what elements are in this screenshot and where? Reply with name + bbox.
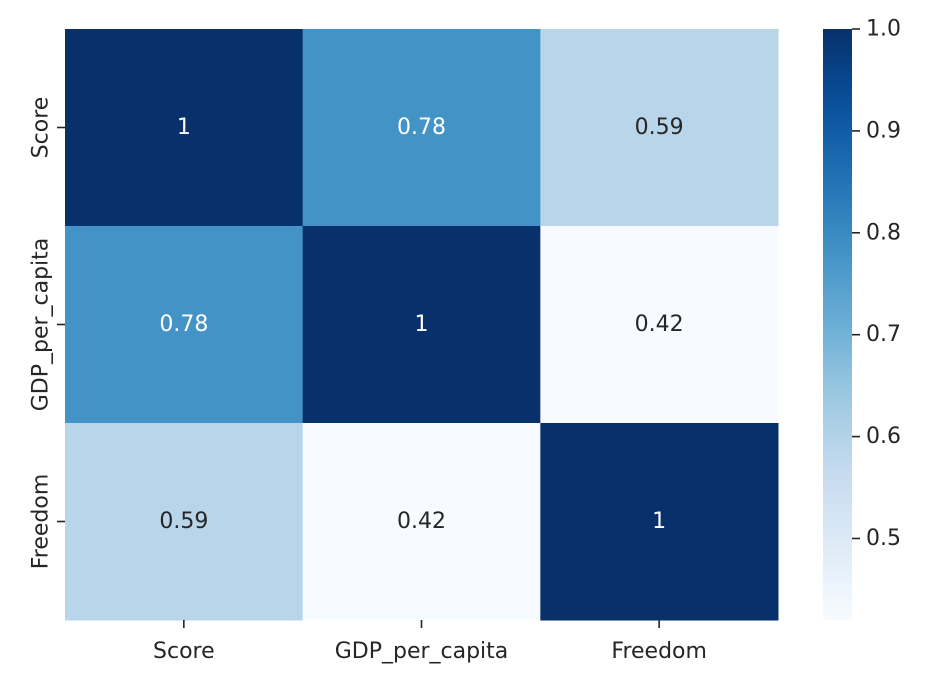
heatmap-cell-r1-c1 — [302, 226, 541, 424]
colorbar-gradient — [823, 29, 852, 620]
cell-annotation-r2-c1: 0.42 — [397, 509, 446, 534]
x-tick-label-0: Score — [153, 639, 215, 664]
heatmap-cells — [65, 29, 779, 621]
x-axis: Score GDP_per_capita Freedom — [153, 620, 707, 664]
colorbar-tick-label-2: 0.7 — [866, 322, 901, 347]
y-tick-label-2: Freedom — [29, 474, 54, 570]
cell-annotation-r1-c2: 0.42 — [635, 312, 684, 337]
heatmap-cell-r0-c0 — [65, 29, 304, 227]
heatmap-cell-r1-c2 — [540, 226, 779, 424]
cell-annotation-r1-c0: 0.78 — [159, 312, 208, 337]
cell-annotation-r0-c1: 0.78 — [397, 115, 446, 140]
y-axis: Score GDP_per_capita Freedom — [29, 97, 65, 570]
heatmap-cell-r0-c1 — [302, 29, 541, 227]
colorbar-tick-label-0: 0.5 — [866, 526, 901, 551]
y-tick-label-0: Score — [29, 97, 54, 159]
cell-annotation-r2-c2: 1 — [652, 509, 666, 534]
cell-annotation-r2-c0: 0.59 — [159, 509, 208, 534]
heatmap-cell-r1-c0 — [65, 226, 304, 424]
heatmap-cell-r0-c2 — [540, 29, 779, 227]
y-tick-label-1: GDP_per_capita — [29, 238, 54, 412]
colorbar-tick-label-4: 0.9 — [866, 118, 901, 143]
x-tick-label-1: GDP_per_capita — [335, 639, 509, 664]
cell-annotation-r0-c2: 0.59 — [635, 115, 684, 140]
colorbar-tick-label-5: 1.0 — [866, 17, 901, 42]
heatmap-cell-r2-c0 — [65, 423, 304, 621]
colorbar: 0.5 0.6 0.7 0.8 0.9 1.0 — [823, 17, 901, 620]
heatmap-cell-r2-c2 — [540, 423, 779, 621]
colorbar-tick-label-3: 0.8 — [866, 220, 901, 245]
cell-annotation-r1-c1: 1 — [415, 312, 429, 337]
x-tick-label-2: Freedom — [611, 639, 707, 664]
cell-annotation-r0-c0: 1 — [177, 115, 191, 140]
colorbar-tick-label-1: 0.6 — [866, 424, 901, 449]
heatmap-cell-r2-c1 — [302, 423, 541, 621]
heatmap-cell-labels: 1 0.78 0.59 0.78 1 0.42 0.59 0.42 1 — [159, 115, 683, 534]
